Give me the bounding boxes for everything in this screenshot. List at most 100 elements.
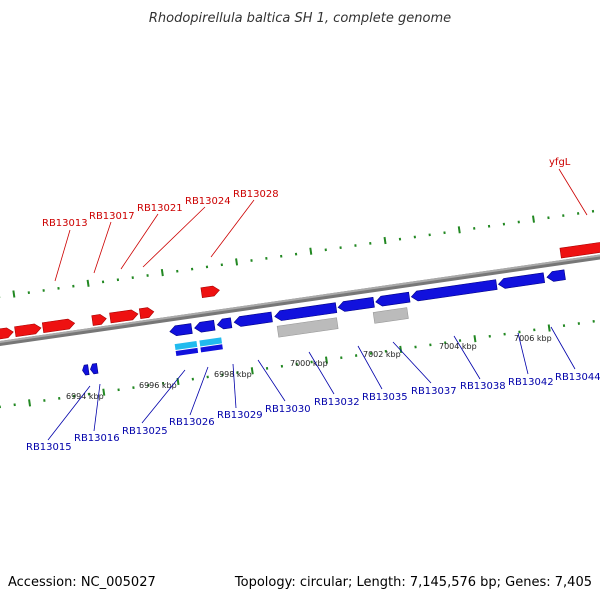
gene-label-bottom: RB13044: [555, 372, 600, 383]
scale-tick-bottom: [58, 396, 61, 400]
gene-label-leader: [232, 363, 237, 409]
gene-label-leader: [550, 326, 576, 370]
other-feature: [276, 317, 339, 338]
reverse-gene: [169, 323, 193, 337]
scale-tick-bottom: [191, 377, 195, 381]
scale-tick-top: [72, 284, 75, 288]
forward-gene: [559, 240, 600, 259]
page-title: Rhodopirellula baltica SH 1, complete ge…: [149, 11, 451, 26]
scale-tick-top: [487, 224, 491, 228]
scale-tick-top: [502, 222, 506, 226]
scale-tick-bottom: [0, 405, 1, 409]
scale-tick-top: [42, 289, 45, 292]
forward-gene: [138, 307, 155, 320]
scale-tick-top: [116, 278, 120, 282]
gene-label-bottom: RB13042: [508, 377, 554, 388]
gene-label-leader: [357, 345, 383, 390]
other-feature: [372, 307, 409, 324]
scale-tick-top: [398, 237, 402, 241]
gene-label-leader: [308, 351, 335, 395]
rna-gene: [174, 340, 198, 351]
scale-tick-bottom: [562, 324, 566, 327]
forward-gene: [14, 323, 42, 337]
scale-tick-bottom: [161, 381, 165, 385]
reverse-gene: [194, 319, 216, 333]
scale-tick-bottom: [221, 373, 224, 377]
gene-label-bottom: RB13038: [460, 381, 506, 392]
gene-label-leader: [120, 213, 159, 270]
scale-tick-top: [57, 286, 60, 290]
scale-tick-bottom: [414, 345, 417, 349]
gene-label-top: RB13013: [42, 218, 88, 229]
scale-tick-bottom: [310, 360, 313, 364]
genome-axis-highlight: [0, 249, 600, 346]
scale-tick-top: [443, 231, 446, 235]
scale-tick-bottom: [265, 367, 269, 370]
scale-tick-top: [280, 254, 283, 258]
scale-tick-bottom: [458, 339, 462, 342]
scale-tick-bottom: [295, 362, 298, 366]
scale-tick-top: [101, 280, 105, 284]
scale-label: 6998 kbp: [214, 370, 252, 379]
scale-label: 6996 kbp: [139, 381, 177, 390]
gene-label-bottom: RB13026: [169, 417, 215, 428]
scale-tick-top: [457, 226, 461, 234]
scale-tick-bottom: [147, 384, 150, 387]
scale-tick-top: [265, 256, 268, 260]
scale-tick-top: [576, 212, 580, 215]
scale-tick-top: [190, 267, 194, 271]
scale-label: 7000 kbp: [290, 359, 328, 368]
scale-tick-top: [383, 236, 387, 245]
gene-label-top: RB13024: [185, 196, 231, 207]
gene-label-top: RB13028: [233, 189, 279, 200]
scale-tick-bottom: [28, 399, 32, 407]
scale-tick-bottom: [87, 392, 91, 396]
gene-label-leader: [453, 335, 481, 380]
gene-label-leader: [517, 332, 529, 375]
scale-tick-bottom: [473, 335, 477, 343]
scale-tick-bottom: [577, 322, 581, 325]
scale-tick-bottom: [518, 330, 521, 334]
scale-tick-top: [27, 291, 30, 294]
reverse-gene: [375, 291, 411, 307]
gene-label-leader: [47, 385, 91, 441]
gene-label-leader: [392, 341, 432, 384]
gene-label-top: yfgL: [549, 157, 571, 168]
scale-tick-top: [250, 259, 253, 262]
gene-label-bottom: RB13032: [314, 397, 360, 408]
forward-gene: [0, 327, 14, 342]
scale-tick-top: [324, 248, 327, 252]
gene-label-leader: [141, 369, 186, 424]
reverse-gene: [82, 364, 90, 376]
scale-tick-bottom: [547, 324, 551, 332]
scale-tick-bottom: [354, 354, 358, 357]
reverse-gene: [216, 317, 233, 330]
scale-label: 7002 kbp: [363, 350, 401, 359]
scale-tick-bottom: [503, 332, 506, 336]
scale-tick-bottom: [72, 394, 76, 398]
reverse-gene: [90, 363, 99, 375]
reverse-gene: [546, 269, 566, 282]
scale-tick-bottom: [533, 328, 536, 332]
gene-label-bottom: RB13030: [265, 404, 311, 415]
gene-label-leader: [210, 199, 255, 258]
reverse-gene: [337, 296, 375, 312]
reverse-gene: [410, 279, 498, 302]
gene-label-leader: [142, 206, 206, 268]
genome-track-group: [0, 209, 600, 409]
scale-tick-bottom: [369, 352, 373, 355]
scale-tick-bottom: [132, 386, 135, 390]
scale-tick-top: [369, 242, 372, 245]
scale-tick-bottom: [102, 388, 106, 396]
scale-tick-top: [160, 268, 164, 277]
scale-label: 6994 kbp: [66, 392, 104, 401]
scale-tick-bottom: [325, 356, 328, 364]
reverse-gene: [233, 311, 273, 327]
scale-tick-bottom: [280, 364, 284, 368]
scale-tick-bottom: [117, 388, 120, 392]
forward-gene: [91, 314, 107, 326]
scale-tick-top: [146, 274, 149, 277]
scale-tick-top: [309, 247, 313, 255]
gene-label-top: RB13021: [137, 203, 183, 214]
scale-tick-bottom: [206, 375, 209, 379]
